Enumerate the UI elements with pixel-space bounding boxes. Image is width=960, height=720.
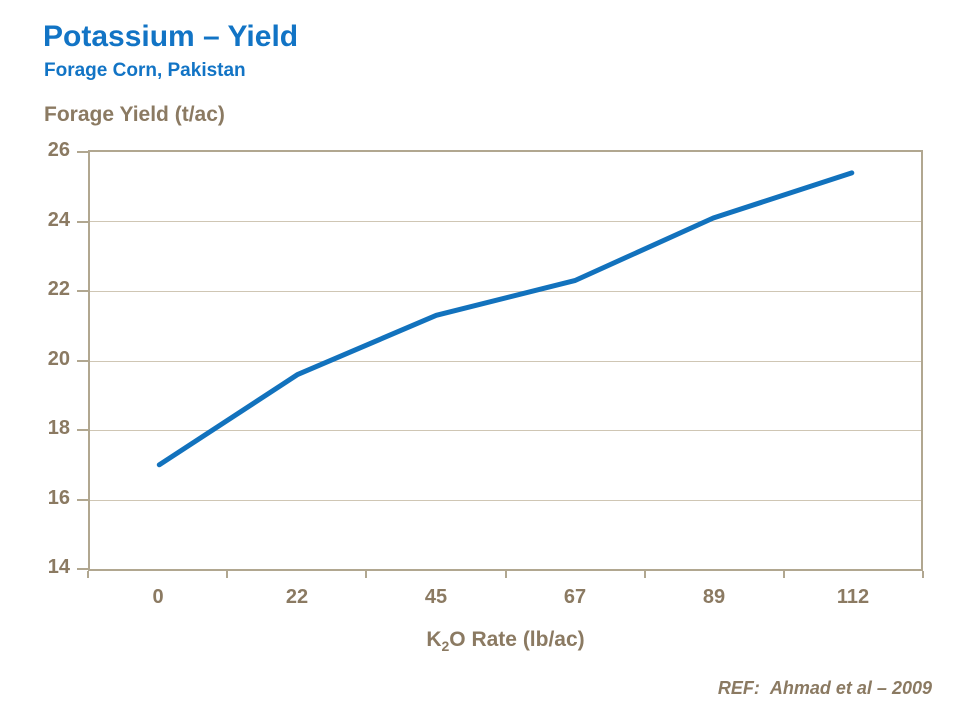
y-tick-mark [77, 290, 88, 292]
y-tick-label: 24 [47, 209, 70, 231]
plot-area [88, 150, 923, 571]
page-subtitle: Forage Corn, Pakistan [44, 60, 246, 81]
x-axis-title-sub: 2 [441, 638, 450, 655]
reference-note: REF: Ahmad et al – 2009 [718, 678, 932, 699]
x-tick-label: 112 [836, 586, 870, 608]
gridline [90, 221, 921, 222]
x-tick-mark [644, 571, 646, 578]
yield-line-chart [156, 170, 855, 468]
x-tick-label: 22 [285, 586, 309, 608]
gridline [90, 361, 921, 362]
reference-text: Ahmad et al – 2009 [769, 678, 932, 698]
y-tick-label: 16 [47, 487, 70, 509]
y-tick-mark [77, 221, 88, 223]
y-tick-label: 18 [47, 417, 70, 439]
y-tick-mark [77, 151, 88, 153]
gridline [90, 430, 921, 431]
x-tick-mark [365, 571, 367, 578]
y-tick-label: 26 [47, 139, 70, 161]
y-tick-label: 14 [47, 556, 70, 578]
x-axis-title-pre: K [426, 628, 442, 651]
gridline [90, 291, 921, 292]
x-tick-label: 89 [702, 586, 726, 608]
y-tick-label: 22 [47, 278, 70, 300]
x-tick-label: 0 [152, 586, 164, 608]
y-tick-label: 20 [47, 348, 70, 370]
x-tick-mark [922, 571, 924, 578]
y-tick-mark [77, 360, 88, 362]
reference-label: REF: [717, 678, 760, 698]
y-tick-mark [77, 568, 88, 570]
y-tick-mark [77, 499, 88, 501]
x-tick-mark [783, 571, 785, 578]
x-tick-mark [87, 571, 89, 578]
series-forage-yield [156, 170, 855, 468]
x-axis-title-post: O Rate (lb/ac) [449, 628, 585, 651]
gridline [90, 500, 921, 501]
x-tick-mark [505, 571, 507, 578]
y-axis-title: Forage Yield (t/ac) [44, 103, 225, 126]
x-tick-label: 67 [563, 586, 587, 608]
page-title: Potassium – Yield [43, 20, 299, 53]
x-tick-mark [226, 571, 228, 578]
x-tick-label: 45 [424, 586, 448, 608]
x-axis-title: K2O Rate (lb/ac) [88, 628, 923, 654]
y-tick-mark [77, 429, 88, 431]
